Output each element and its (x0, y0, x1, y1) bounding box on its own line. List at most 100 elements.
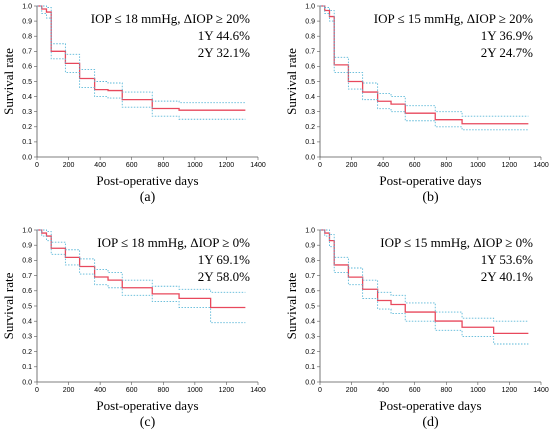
x-tick-label: 0 (35, 162, 39, 169)
y-tick-label: 0.9 (22, 243, 32, 250)
x-tick-label: 800 (440, 162, 452, 169)
y-tick-label: 0.8 (305, 258, 315, 265)
y-axis-title: Survival rate (284, 48, 299, 115)
x-axis-title: Post-operative days (379, 173, 481, 188)
y-tick-label: 0.8 (22, 258, 32, 265)
x-tick-label: 0 (35, 387, 39, 394)
x-tick-label: 200 (346, 387, 358, 394)
x-tick-label: 600 (409, 387, 421, 394)
x-tick-label: 1000 (187, 162, 203, 169)
y-tick-label: 0.6 (305, 288, 315, 295)
chart-panel-c: 0.0 0.1 0.2 0.3 0.4 0.5 0.6 0.7 0.8 0.9 1.0 0 200 400… (1, 227, 266, 430)
chart-panel-d: 0.0 0.1 0.2 0.3 0.4 0.5 0.6 0.7 0.8 0.9 1.0 0 200 400… (284, 227, 549, 430)
y-tick-label: 0.7 (305, 273, 315, 280)
x-tick-label: 0 (318, 387, 322, 394)
x-tick-label: 800 (440, 387, 452, 394)
y-tick-label: 0.1 (305, 139, 315, 146)
y-tick-label: 0.6 (22, 288, 32, 295)
y-axis-title: Survival rate (1, 272, 16, 339)
y-tick-label: 0.1 (305, 364, 315, 371)
y-tick-label: 0.5 (305, 303, 315, 310)
survival-rate-annotation: 2Y 40.1% (481, 269, 533, 284)
y-tick-label: 0.1 (22, 364, 32, 371)
x-tick-label: 1200 (502, 162, 518, 169)
x-axis-title: Post-operative days (96, 398, 198, 413)
y-tick-label: 0.0 (22, 154, 32, 161)
survival-rate-annotation: 2Y 32.1% (198, 45, 250, 60)
y-tick-label: 0.0 (305, 379, 315, 386)
y-tick-label: 0.6 (305, 64, 315, 71)
x-tick-label: 200 (346, 162, 358, 169)
panel-label: (d) (422, 415, 439, 430)
x-tick-label: 400 (94, 387, 106, 394)
survival-rate-annotation: 1Y 53.6% (481, 252, 533, 267)
y-tick-label: 0.8 (305, 34, 315, 41)
chart-panel-a: 0.0 0.1 0.2 0.3 0.4 0.5 0.6 0.7 0.8 0.9 1.0 0 200 400… (1, 3, 266, 205)
y-tick-label: 0.7 (22, 49, 32, 56)
y-tick-label: 1.0 (305, 227, 315, 234)
y-tick-label: 0.0 (305, 154, 315, 161)
x-tick-label: 200 (63, 387, 75, 394)
y-tick-label: 0.4 (305, 319, 315, 326)
x-tick-label: 1400 (533, 387, 549, 394)
x-tick-label: 1400 (250, 387, 266, 394)
y-tick-label: 0.1 (22, 139, 32, 146)
survival-rate-annotation: 2Y 24.7% (481, 45, 533, 60)
y-tick-label: 0.8 (22, 34, 32, 41)
criteria-annotation: IOP ≤ 15 mmHg, ΔIOP ≥ 0% (380, 235, 533, 250)
x-tick-label: 400 (377, 162, 389, 169)
criteria-annotation: IOP ≤ 18 mmHg, ΔIOP ≥ 20% (91, 11, 250, 26)
y-tick-label: 1.0 (22, 227, 32, 234)
panel-label: (c) (140, 415, 156, 430)
y-tick-label: 0.5 (22, 303, 32, 310)
x-tick-label: 1200 (219, 387, 235, 394)
survival-curve (37, 229, 246, 309)
survival-rate-annotation: 1Y 69.1% (198, 252, 250, 267)
confidence-bound (320, 5, 529, 117)
y-tick-label: 0.4 (305, 94, 315, 101)
x-axis-title: Post-operative days (379, 398, 481, 413)
y-tick-label: 0.2 (22, 349, 32, 356)
x-tick-label: 1200 (219, 162, 235, 169)
panel-label: (a) (140, 190, 156, 205)
y-tick-label: 0.4 (22, 94, 32, 101)
chart-panel-b: 0.0 0.1 0.2 0.3 0.4 0.5 0.6 0.7 0.8 0.9 1.0 0 200 400… (284, 3, 549, 205)
y-axis-title: Survival rate (284, 272, 299, 339)
y-tick-label: 0.2 (305, 124, 315, 131)
confidence-bound (37, 5, 246, 120)
confidence-bound (320, 229, 529, 345)
confidence-bound (37, 5, 246, 104)
x-tick-label: 200 (63, 162, 75, 169)
y-tick-label: 0.3 (305, 334, 315, 341)
y-tick-label: 0.2 (22, 124, 32, 131)
y-tick-label: 0.7 (22, 273, 32, 280)
x-axis-title: Post-operative days (96, 173, 198, 188)
survival-rate-annotation: 1Y 36.9% (481, 28, 533, 43)
confidence-bound (320, 229, 529, 322)
x-tick-label: 800 (157, 387, 169, 394)
y-tick-label: 0.3 (22, 109, 32, 116)
y-tick-label: 1.0 (22, 3, 32, 10)
x-tick-label: 1400 (533, 162, 549, 169)
y-tick-label: 0.3 (22, 334, 32, 341)
x-tick-label: 600 (409, 162, 421, 169)
x-tick-label: 1000 (470, 162, 486, 169)
x-tick-label: 1200 (502, 387, 518, 394)
y-axis-title: Survival rate (1, 48, 16, 115)
y-tick-label: 0.9 (305, 243, 315, 250)
panel-label: (b) (422, 190, 439, 205)
criteria-annotation: IOP ≤ 18 mmHg, ΔIOP ≥ 0% (97, 235, 250, 250)
y-tick-label: 0.3 (305, 109, 315, 116)
y-tick-label: 0.4 (22, 319, 32, 326)
y-tick-label: 0.9 (305, 18, 315, 25)
x-tick-label: 1000 (470, 387, 486, 394)
x-tick-label: 400 (94, 162, 106, 169)
x-tick-label: 600 (126, 162, 138, 169)
y-tick-label: 1.0 (305, 3, 315, 10)
confidence-bound (37, 229, 246, 324)
x-tick-label: 600 (126, 387, 138, 394)
x-tick-label: 0 (318, 162, 322, 169)
survival-rate-annotation: 2Y 58.0% (198, 269, 250, 284)
